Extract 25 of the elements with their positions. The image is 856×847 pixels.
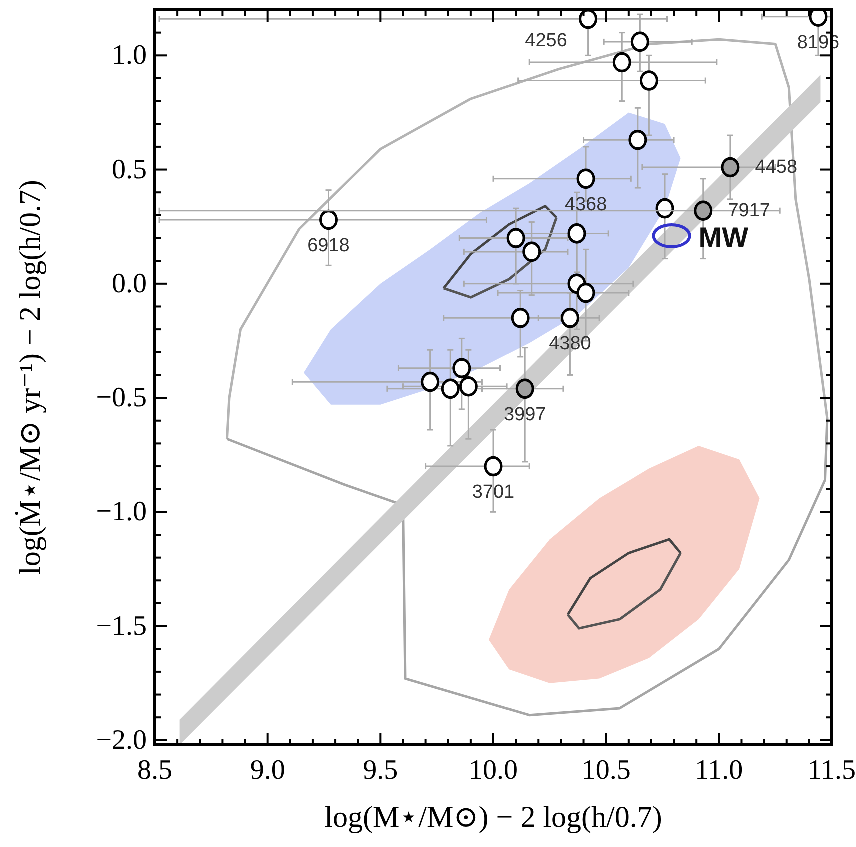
x-tick-label: 9.0 [250,755,286,786]
annotation: 7917 [728,200,771,222]
y-tick-label: 0.5 [112,154,147,186]
y-tick-label: −2.0 [96,724,147,756]
x-tick-label: 10.5 [582,755,631,786]
x-tick-label: 8.5 [138,755,172,786]
annotation: 4458 [755,157,798,178]
annotation: 6918 [308,236,350,256]
series-label: MW [698,222,750,253]
annotation: 3701 [472,482,515,504]
y-axis-title: log(Ṁ⋆/M⊙ yr⁻¹) − 2 log(h/0.7) [14,180,47,576]
y-tick-label: 0.0 [112,268,147,300]
x-tick-label: 9.5 [363,755,398,786]
x-tick-label: 10.0 [469,755,518,786]
x-axis-title: log(M⋆/M⊙) − 2 log(h/0.7) [324,801,662,834]
annotation: 4380 [549,334,592,355]
y-tick-label: −1.0 [96,496,147,528]
y-tick-label: −0.5 [96,382,147,414]
annotation: 4256 [525,30,568,52]
y-tick-label: 1.0 [112,40,147,72]
annotation: 4368 [564,194,608,216]
annotation: 3997 [504,404,546,426]
x-tick-label: 11.0 [695,755,744,786]
y-tick-label: −1.5 [96,610,147,642]
x-tick-label: 11.5 [808,755,856,786]
